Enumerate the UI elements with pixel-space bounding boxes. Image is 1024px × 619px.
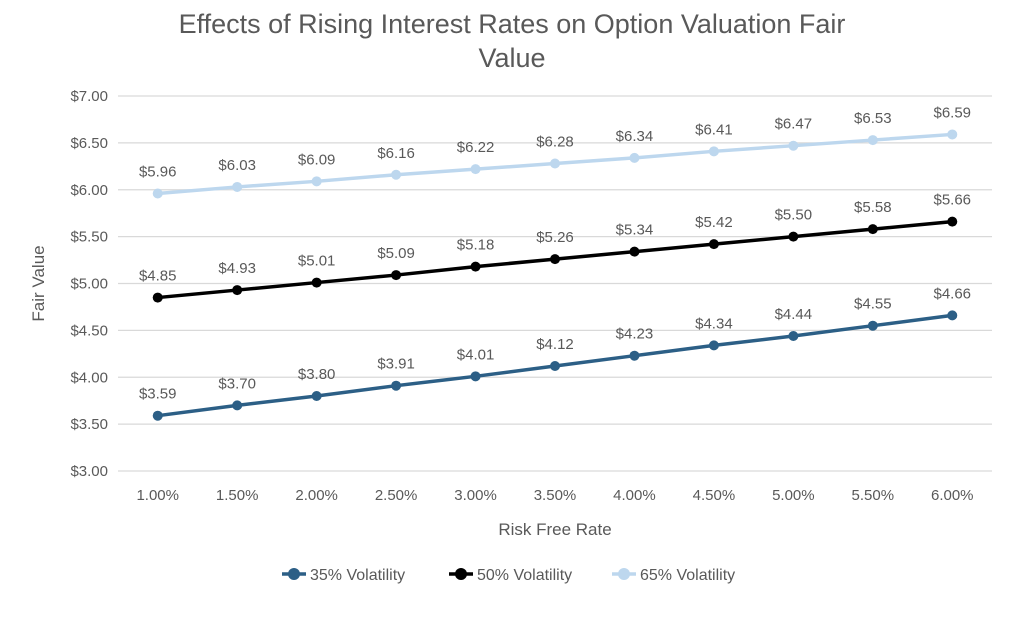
x-tick-label: 3.50% xyxy=(534,487,577,504)
data-point xyxy=(629,152,640,163)
data-point xyxy=(550,254,560,265)
data-label: $4.23 xyxy=(616,326,654,343)
data-point xyxy=(867,135,878,146)
data-label: $4.66 xyxy=(933,285,971,302)
data-label: $5.58 xyxy=(854,199,892,216)
x-tick-label: 3.00% xyxy=(454,487,497,504)
x-tick-label: 5.50% xyxy=(852,487,895,504)
data-point xyxy=(550,361,560,371)
data-point xyxy=(152,292,163,303)
x-tick-label: 2.50% xyxy=(375,487,418,504)
data-point xyxy=(152,188,163,199)
data-point xyxy=(629,350,640,361)
chart-title-line-1: Effects of Rising Interest Rates on Opti… xyxy=(178,9,846,39)
data-label: $4.93 xyxy=(218,260,256,277)
data-point xyxy=(788,140,799,151)
x-tick-label: 1.50% xyxy=(216,487,259,504)
data-point xyxy=(470,261,481,272)
data-point xyxy=(708,239,719,250)
legend-label: 50% Volatility xyxy=(477,567,572,584)
x-tick-label: 4.00% xyxy=(613,487,656,504)
y-tick-label: $3.00 xyxy=(70,463,108,480)
data-point xyxy=(788,231,799,242)
chart-title-line-2: Value xyxy=(478,43,546,73)
data-point xyxy=(550,158,560,169)
data-label: $6.22 xyxy=(457,139,495,156)
y-tick-label: $3.50 xyxy=(70,416,108,433)
data-label: $4.12 xyxy=(536,336,574,353)
data-label: $3.59 xyxy=(139,386,177,403)
data-label: $4.01 xyxy=(457,346,495,363)
y-tick-label: $4.00 xyxy=(70,369,108,386)
data-label: $5.09 xyxy=(377,245,415,262)
data-label: $4.55 xyxy=(854,296,892,313)
data-label: $6.59 xyxy=(933,104,971,121)
x-tick-label: 6.00% xyxy=(931,487,974,504)
legend-marker xyxy=(618,568,630,580)
data-label: $4.44 xyxy=(775,306,813,323)
data-point xyxy=(152,410,163,421)
data-label: $6.16 xyxy=(377,145,415,162)
data-point xyxy=(391,169,402,180)
data-point xyxy=(947,216,958,227)
x-tick-label: 4.50% xyxy=(693,487,736,504)
data-point xyxy=(947,310,958,321)
x-tick-label: 1.00% xyxy=(136,487,179,504)
data-point xyxy=(232,400,243,411)
data-label: $5.42 xyxy=(695,214,733,231)
data-point xyxy=(708,340,719,351)
data-label: $4.34 xyxy=(695,315,733,332)
data-label: $6.28 xyxy=(536,134,574,151)
data-point xyxy=(311,176,322,187)
data-label: $6.47 xyxy=(775,116,813,133)
data-label: $5.50 xyxy=(775,207,813,224)
y-tick-label: $6.50 xyxy=(70,135,108,152)
data-point xyxy=(391,270,402,281)
data-label: $5.18 xyxy=(457,237,495,254)
x-tick-label: 5.00% xyxy=(772,487,815,504)
data-label: $6.34 xyxy=(616,128,654,145)
data-point xyxy=(788,331,799,341)
data-point xyxy=(470,371,481,382)
data-label: $4.85 xyxy=(139,268,177,285)
data-label: $6.03 xyxy=(218,157,256,174)
data-label: $5.66 xyxy=(933,192,971,209)
data-point xyxy=(470,164,481,175)
data-label: $3.80 xyxy=(298,366,336,383)
legend-label: 35% Volatility xyxy=(310,567,405,584)
y-axis-title: Fair Value xyxy=(29,245,48,321)
data-point xyxy=(232,285,243,296)
data-label: $3.70 xyxy=(218,375,256,392)
data-point xyxy=(629,246,640,257)
data-label: $6.41 xyxy=(695,121,733,138)
data-point xyxy=(947,129,958,140)
data-point xyxy=(391,380,402,391)
data-point xyxy=(867,224,878,235)
y-tick-label: $5.50 xyxy=(70,229,108,246)
x-tick-label: 2.00% xyxy=(295,487,338,504)
data-point xyxy=(311,391,322,401)
y-tick-label: $4.50 xyxy=(70,322,108,339)
data-label: $5.26 xyxy=(536,229,574,246)
data-label: $5.01 xyxy=(298,253,336,270)
data-label: $5.96 xyxy=(139,164,177,181)
data-point xyxy=(232,181,243,192)
data-point xyxy=(311,277,322,288)
data-label: $6.53 xyxy=(854,110,892,127)
x-axis-title: Risk Free Rate xyxy=(498,520,611,539)
y-tick-label: $5.00 xyxy=(70,276,108,293)
data-point xyxy=(867,320,878,331)
legend-marker xyxy=(455,568,467,580)
y-tick-label: $6.00 xyxy=(70,182,108,199)
data-label: $5.34 xyxy=(616,222,654,239)
legend-label: 65% Volatility xyxy=(640,567,735,584)
data-label: $6.09 xyxy=(298,151,336,168)
data-label: $3.91 xyxy=(377,356,415,373)
legend-marker xyxy=(288,568,300,580)
y-tick-label: $7.00 xyxy=(70,88,108,105)
data-point xyxy=(708,146,719,157)
